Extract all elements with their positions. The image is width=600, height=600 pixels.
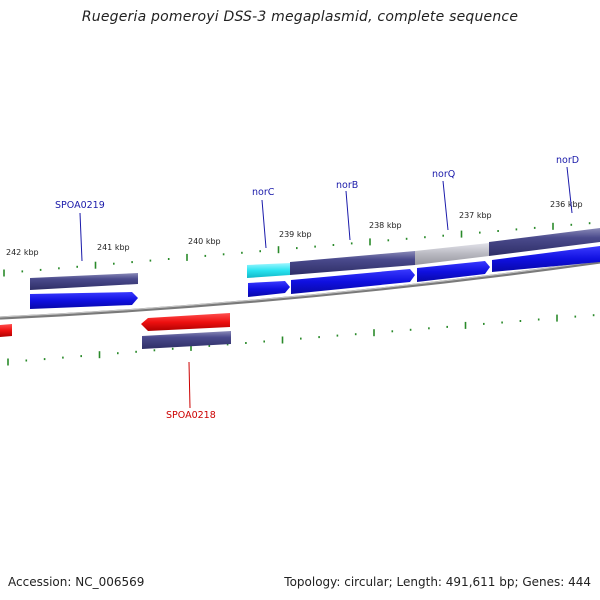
cds-nord[interactable]: [492, 246, 600, 272]
gene-label-norq[interactable]: norQ: [432, 169, 455, 180]
gene-norb[interactable]: [290, 251, 415, 275]
tick-labels: 242 kbp 241 kbp 240 kbp 239 kbp 238 kbp 237 k…: [6, 200, 583, 257]
tick-label: 236 kbp: [550, 200, 583, 209]
cds-spoa0219[interactable]: [30, 292, 138, 309]
gene-norc[interactable]: [247, 263, 290, 278]
backbone-highlight: [0, 260, 600, 318]
map-title: Ruegeria pomeroyi DSS-3 megaplasmid, com…: [81, 9, 519, 25]
gene-spoa0219[interactable]: [30, 273, 138, 290]
cds-spoa0218[interactable]: [141, 313, 230, 331]
leader-spoa0218: [188, 361, 191, 409]
leader-nord: [566, 166, 573, 214]
forward-tick-ring: [3, 222, 591, 277]
tick-label: 241 kbp: [97, 243, 130, 252]
gene-label-spoa0219[interactable]: SPOA0219: [55, 200, 105, 211]
leader-spoa0219: [79, 212, 83, 262]
tick-label: 237 kbp: [459, 211, 492, 220]
cds-norc[interactable]: [248, 281, 290, 297]
leader-norc: [261, 199, 267, 249]
cds-norb[interactable]: [291, 269, 415, 294]
cds-left-fragment[interactable]: [0, 324, 12, 337]
gene-spoa0218[interactable]: [142, 331, 231, 349]
backbone-arc: [0, 260, 600, 320]
gene-label-nord[interactable]: norD: [556, 155, 579, 166]
leader-norq: [442, 180, 449, 231]
reverse-tick-ring: [7, 314, 595, 366]
gene-label-norb[interactable]: norB: [336, 180, 358, 191]
accession-text: Accession: NC_006569: [8, 575, 145, 589]
gene-label-norc[interactable]: norC: [252, 187, 275, 198]
tick-label: 239 kbp: [279, 230, 312, 239]
tick-label: 240 kbp: [188, 237, 221, 246]
cds-norq[interactable]: [417, 261, 490, 282]
tick-label: 242 kbp: [6, 248, 39, 257]
leader-norb: [345, 190, 351, 241]
gene-norq[interactable]: [415, 243, 489, 265]
tick-label: 238 kbp: [369, 221, 402, 230]
gene-label-spoa0218[interactable]: SPOA0218: [166, 410, 216, 421]
summary-text: Topology: circular; Length: 491,611 bp; …: [284, 575, 591, 589]
gene-nord[interactable]: [489, 228, 600, 256]
